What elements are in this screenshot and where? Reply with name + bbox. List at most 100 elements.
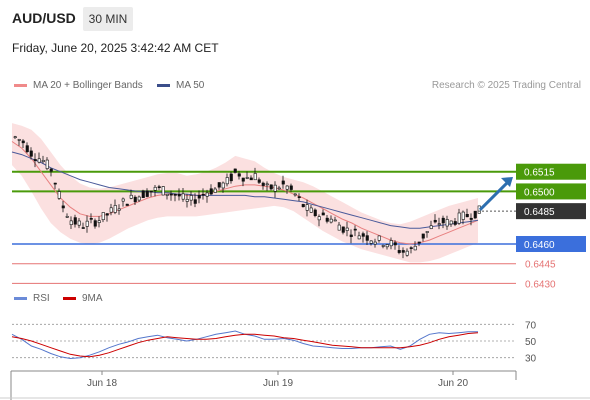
candle-body <box>125 203 129 206</box>
candle-body <box>217 182 221 188</box>
candle-body <box>129 194 133 199</box>
level-tag-0.6500 <box>516 183 586 200</box>
candle-body <box>197 195 201 199</box>
candle-body <box>145 190 149 197</box>
level-label-0.6515: 0.6515 <box>524 168 555 179</box>
ma20-swatch <box>14 83 27 87</box>
candle-body <box>453 221 457 225</box>
candle-body <box>53 182 57 185</box>
candle-body <box>369 240 373 244</box>
candle-body <box>285 185 289 190</box>
candle-body <box>269 184 273 190</box>
candle-body <box>137 196 141 201</box>
ma50-legend: MA 50 <box>157 80 204 91</box>
level-label-0.6445: 0.6445 <box>525 260 556 271</box>
candle-body <box>101 212 105 221</box>
candle-body <box>169 193 173 196</box>
candle-body <box>397 250 401 253</box>
rsi-line <box>11 330 478 360</box>
rsi-swatch <box>14 296 27 300</box>
candle-body <box>405 250 409 256</box>
candle-body <box>165 193 169 196</box>
candle-body <box>117 208 121 211</box>
candle-body <box>209 188 213 195</box>
candle-body <box>261 182 265 186</box>
candle-body <box>73 217 77 225</box>
candle-body <box>297 196 301 198</box>
candle-body <box>265 183 269 186</box>
candle-body <box>377 235 381 241</box>
ma50-line <box>11 151 479 229</box>
credit-label: Research © 2025 Trading Central <box>431 80 581 91</box>
rsi-tick-30: 30 <box>525 354 537 365</box>
candle-body <box>161 186 165 196</box>
candle-body <box>401 250 405 253</box>
candles <box>13 135 481 259</box>
last-price-tag <box>516 203 586 220</box>
candle-body <box>81 227 85 229</box>
candle-body <box>97 220 101 223</box>
candle-body <box>429 225 433 229</box>
rsi-ma-line <box>11 332 479 358</box>
candle-body <box>193 199 197 204</box>
candle-body <box>157 186 161 188</box>
candle-body <box>349 234 353 237</box>
forecast-arrow-head <box>501 176 513 187</box>
candle-body <box>257 179 261 183</box>
candle-body <box>109 207 113 213</box>
level-tag-0.6460 <box>516 236 586 252</box>
rsi-tick-70: 70 <box>525 320 537 331</box>
candle-body <box>205 192 209 197</box>
candle-body <box>313 209 317 216</box>
candle-body <box>49 168 53 172</box>
rsi-ma-swatch <box>63 296 76 300</box>
candle-body <box>357 235 361 240</box>
candle-body <box>353 228 357 231</box>
candle-body <box>245 177 249 179</box>
candle-body <box>309 207 313 213</box>
rsi-tick-50: 50 <box>525 337 537 348</box>
candle-body <box>61 205 65 209</box>
candle-body <box>325 217 329 222</box>
candle-body <box>225 177 229 185</box>
candle-body <box>89 218 93 220</box>
candle-body <box>465 214 469 218</box>
rsi-legend-label: RSI <box>33 293 50 304</box>
ma20-legend: MA 20 + Bollinger Bands <box>14 80 143 91</box>
candle-body <box>341 226 345 233</box>
candle-body <box>253 173 257 181</box>
candle-body <box>333 219 337 222</box>
candle-body <box>345 227 349 231</box>
candle-body <box>289 185 293 190</box>
timeframe-button[interactable]: 30 MIN <box>83 7 133 31</box>
candle-body <box>213 188 217 193</box>
candle-body <box>389 240 393 247</box>
candle-body <box>77 220 81 226</box>
rsi-ma-legend-label: 9MA <box>82 293 103 304</box>
candle-body <box>13 136 17 138</box>
candle-body <box>445 219 449 227</box>
candle-body <box>229 173 233 182</box>
candle-body <box>45 159 49 169</box>
candle-body <box>441 217 445 224</box>
ma50-swatch <box>157 83 170 87</box>
x-tick-label: Jun 19 <box>263 378 293 389</box>
candle-body <box>189 195 193 201</box>
ma50-legend-label: MA 50 <box>176 80 205 91</box>
candle-body <box>417 241 421 244</box>
candle-body <box>37 158 41 163</box>
level-label-0.6500: 0.6500 <box>524 187 555 198</box>
chart-header: AUD/USD 30 MIN <box>0 0 590 36</box>
candle-body <box>237 173 241 177</box>
candle-body <box>113 205 117 213</box>
candle-body <box>41 160 45 162</box>
candle-body <box>385 244 389 248</box>
candle-body <box>221 182 225 189</box>
candle-body <box>233 168 237 173</box>
candle-body <box>173 193 177 196</box>
ma20-line <box>11 141 479 245</box>
candle-body <box>281 180 285 185</box>
x-tick-label: Jun 20 <box>438 378 468 389</box>
candle-body <box>273 184 277 192</box>
